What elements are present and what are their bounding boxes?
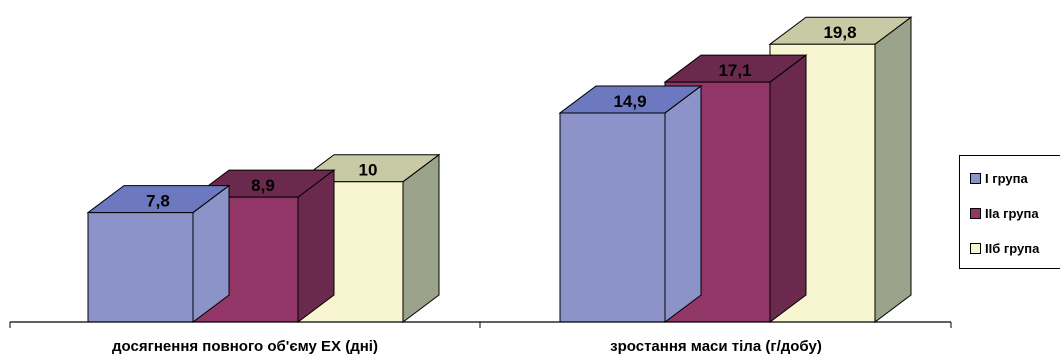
legend-swatch-2 (970, 242, 981, 254)
category-label-0: досягнення повного об'єму ЕХ (дні) (112, 338, 378, 355)
data-label-1-1: 17,1 (718, 61, 751, 80)
data-label-2-1: 19,8 (823, 23, 856, 42)
legend-label-1: ІІа група (985, 205, 1039, 221)
legend-item-2: ІІб група (970, 238, 1039, 258)
bar-side-0-1 (664, 84, 702, 323)
bar-side-2-1 (874, 16, 912, 323)
category-label-1: зростання маси тіла (г/добу) (610, 338, 822, 355)
legend-item-0: І група (970, 168, 1028, 188)
data-label-0-0: 7,8 (146, 192, 170, 211)
legend-swatch-1 (970, 207, 981, 219)
legend-item-1: ІІа група (970, 203, 1039, 223)
legend-label-2: ІІб група (985, 240, 1040, 256)
bar-0-0 (87, 212, 194, 323)
legend-label-0: І група (985, 170, 1028, 186)
legend-swatch-0 (970, 172, 981, 184)
data-label-2-0: 10 (359, 161, 378, 180)
bar-side-2-0 (402, 153, 440, 323)
bar-side-1-1 (769, 54, 807, 323)
bars-group: 7,8 8,9 10 14,9 17,1 19,8 (86, 16, 913, 323)
legend: І група ІІа група ІІб група (959, 155, 1060, 269)
data-label-0-1: 14,9 (613, 92, 646, 111)
bar-0-1 (559, 112, 666, 323)
data-label-1-0: 8,9 (251, 176, 275, 195)
